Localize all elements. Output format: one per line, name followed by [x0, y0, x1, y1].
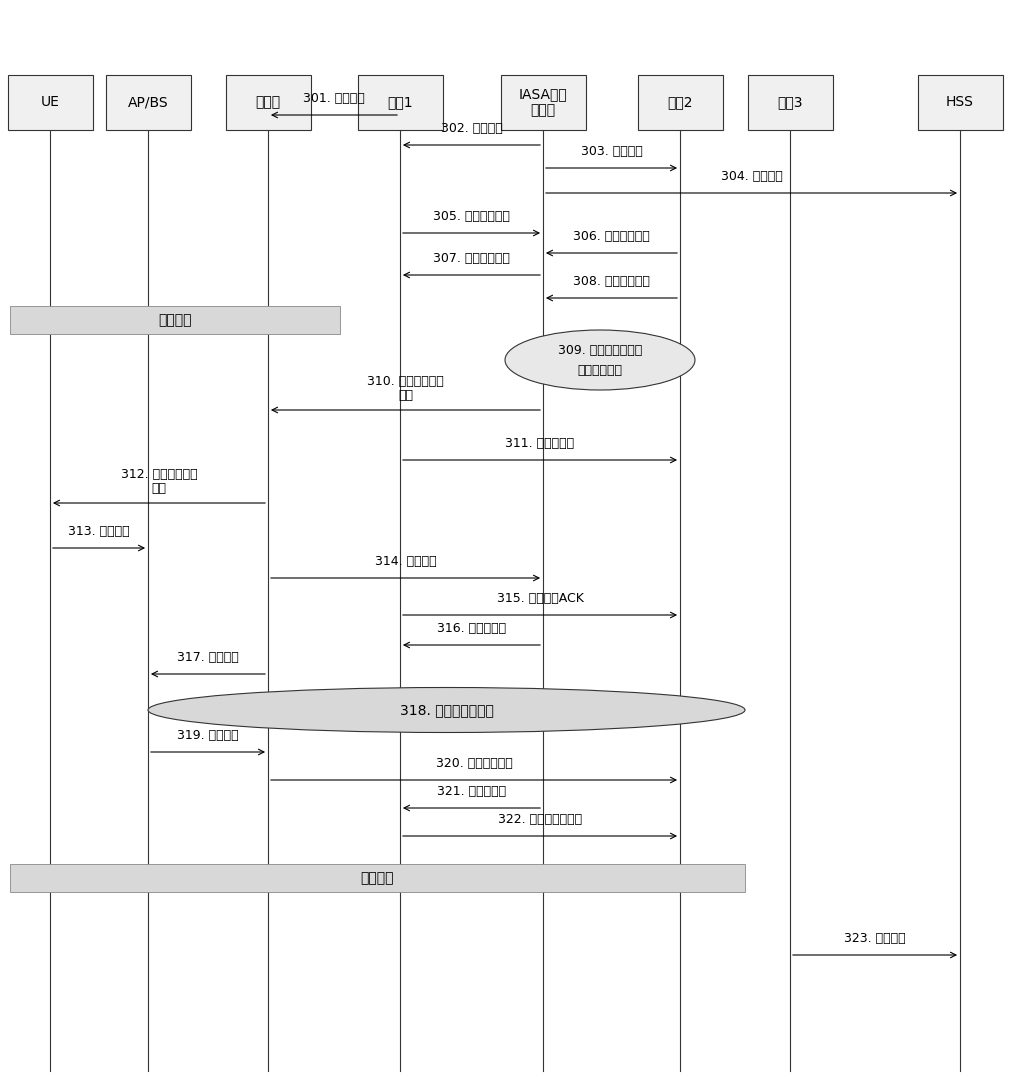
Text: UE: UE: [41, 96, 60, 109]
Text: 301. 监测请求: 301. 监测请求: [303, 92, 365, 105]
Text: 数据传输: 数据传输: [361, 871, 394, 885]
Text: 网络负载合理: 网络负载合理: [578, 363, 623, 376]
Text: 均衡器: 均衡器: [530, 104, 556, 118]
Text: 302. 监测请求: 302. 监测请求: [441, 122, 502, 135]
Bar: [10, 305, 340, 334]
Text: 308. 监测请求应答: 308. 监测请求应答: [573, 275, 650, 288]
Text: 322. 重定位完成确认: 322. 重定位完成确认: [498, 813, 582, 826]
Text: 网关3: 网关3: [778, 96, 803, 109]
Bar: [10, 864, 745, 892]
Text: 通知: 通知: [399, 389, 413, 401]
Text: 通知: 通知: [151, 482, 166, 495]
Text: 321. 重定位完成: 321. 重定位完成: [437, 786, 506, 798]
Text: 323. 注册网关: 323. 注册网关: [845, 932, 906, 945]
Text: 306. 监测请求应答: 306. 监测请求应答: [573, 230, 650, 243]
Text: 315. 切换请求ACK: 315. 切换请求ACK: [497, 592, 583, 606]
Text: 320. 切换完成通知: 320. 切换完成通知: [436, 757, 512, 770]
Text: AP/BS: AP/BS: [128, 96, 168, 109]
Text: 网关1: 网关1: [387, 96, 413, 109]
Text: 318. 切换重定位执行: 318. 切换重定位执行: [400, 703, 494, 717]
Text: 数据传输: 数据传输: [158, 313, 192, 327]
Text: IASA负载: IASA负载: [518, 87, 568, 101]
Text: 305. 监测请求应答: 305. 监测请求应答: [433, 209, 510, 223]
Text: 317. 切换命令: 317. 切换命令: [177, 651, 239, 664]
Text: 309. 源网关负载过重: 309. 源网关负载过重: [558, 344, 642, 357]
Text: 源网关: 源网关: [256, 96, 281, 109]
Text: 316. 重定位响应: 316. 重定位响应: [437, 622, 506, 635]
Bar: [105, 75, 191, 130]
Text: 307. 监测请求应答: 307. 监测请求应答: [433, 252, 510, 265]
Bar: [358, 75, 442, 130]
Bar: [918, 75, 1003, 130]
Ellipse shape: [148, 687, 745, 732]
Text: 303. 监测请求: 303. 监测请求: [581, 145, 643, 158]
Text: 311. 重定位通知: 311. 重定位通知: [505, 437, 575, 449]
Bar: [7, 75, 92, 130]
Text: 314. 切换请求: 314. 切换请求: [375, 555, 436, 568]
Text: 310. 负载过重切换: 310. 负载过重切换: [367, 375, 444, 388]
Text: HSS: HSS: [946, 96, 973, 109]
Text: 313. 切换请求: 313. 切换请求: [68, 525, 130, 538]
Text: 319. 资源释放: 319. 资源释放: [177, 729, 239, 742]
Text: 304. 监测请求: 304. 监测请求: [721, 170, 783, 183]
Bar: [501, 75, 585, 130]
Bar: [638, 75, 723, 130]
Bar: [225, 75, 310, 130]
Bar: [747, 75, 832, 130]
Text: 312. 负载过重切换: 312. 负载过重切换: [121, 468, 198, 481]
Ellipse shape: [505, 329, 695, 389]
Text: 网关2: 网关2: [667, 96, 693, 109]
